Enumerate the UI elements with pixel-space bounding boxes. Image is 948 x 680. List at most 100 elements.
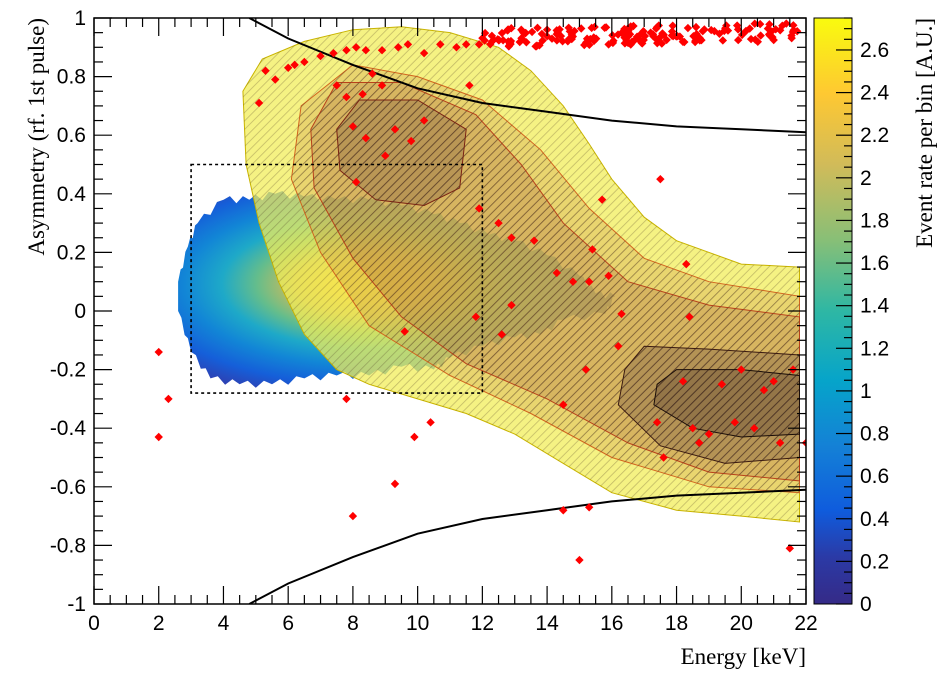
scatter-point-54 (581, 365, 591, 374)
scatter-point-band-16 (533, 23, 542, 33)
scatter-point-30 (390, 125, 400, 134)
y-tick-label: 0.6 (57, 124, 86, 147)
scatter-point-32 (419, 116, 429, 125)
x-tick-label: 14 (535, 612, 559, 635)
lower-cut-curve (248, 488, 806, 604)
colorbar-tick-label: 1.4 (860, 295, 890, 318)
scatter-point-20 (461, 40, 471, 49)
scatter-point-69 (717, 380, 727, 389)
colorbar (813, 17, 853, 605)
scatter-point-7 (290, 60, 299, 70)
scatter-point-17 (419, 48, 429, 58)
colorbar-tick-label: 1.2 (860, 337, 889, 360)
scatter-point-66 (678, 377, 688, 386)
scatter-point-band-168 (532, 42, 541, 51)
scatter-point-band-134 (775, 26, 785, 35)
scatter-point-band-54 (691, 22, 701, 32)
y-tick-label: 0 (74, 300, 86, 323)
scatter-point-63 (682, 259, 691, 269)
colorbar-tick-label: 0.4 (860, 508, 890, 531)
scatter-point-band-131 (668, 21, 677, 30)
scatter-point-24 (332, 81, 341, 90)
scatter-point-band-157 (634, 34, 643, 43)
scatter-point-56 (588, 245, 597, 254)
scatter-point-10 (329, 48, 338, 58)
scatter-point-72 (750, 424, 759, 433)
scatter-point-61 (652, 418, 662, 427)
scatter-point-band-94 (640, 31, 650, 41)
colorbar-axis: 0 0.2 0.4 0.6 0.8 1 1.2 1.4 1.6 1.8 2 2.2 2.4 2.6 (836, 17, 890, 616)
x-tick-label: 18 (665, 612, 688, 635)
x-tick-label: 6 (282, 612, 294, 635)
x-tick-label: 20 (730, 612, 753, 635)
colorbar-tick-label: 2 (860, 167, 872, 190)
scatter-point-52 (497, 330, 506, 339)
scatter-point-band-119 (604, 40, 613, 49)
y-tick-label: -0.6 (50, 476, 86, 499)
scatter-point-band-5 (570, 26, 579, 36)
scatter-point-6 (283, 63, 293, 73)
scatter-point-78 (559, 506, 568, 515)
x-tick-label: 10 (406, 612, 429, 635)
scatter-point-band-125 (552, 29, 561, 39)
y-tick-label: -0.8 (50, 534, 86, 557)
scatter-point-39 (390, 479, 400, 489)
scatter-point-band-101 (580, 40, 589, 50)
scatter-point-band-143 (648, 30, 658, 39)
scatter-point-65 (688, 424, 697, 433)
scatter-point-band-103 (489, 35, 498, 44)
scatter-point-band-72 (710, 26, 719, 36)
scatter-point-4 (261, 66, 270, 75)
scatter-point-band-126 (765, 20, 774, 29)
scatter-point-band-42 (547, 34, 557, 43)
scatter-point-16 (403, 40, 413, 49)
scatter-point-40 (410, 432, 419, 442)
scatter-point-band-117 (769, 35, 778, 45)
scatter-point-band-152 (494, 36, 504, 45)
scatter-point-band-83 (771, 25, 780, 34)
scatter-point-band-124 (715, 29, 724, 38)
scatter-point-27 (368, 69, 377, 78)
x-tick-label: 4 (218, 612, 230, 635)
upper-cut-curve (248, 18, 806, 134)
scatter-point-band-142 (745, 24, 754, 33)
colorbar-tick-label: 0.6 (860, 465, 889, 488)
scatter-point-band-36 (565, 27, 575, 36)
scatter-point-band-19 (527, 27, 537, 37)
scatter-point-75 (775, 438, 785, 448)
scatter-point-band-135 (733, 25, 743, 34)
scatter-point-band-158 (556, 31, 566, 41)
scatter-point-80 (584, 503, 594, 512)
scatter-point-55 (597, 195, 607, 204)
scatter-point-44 (494, 218, 503, 228)
scatter-point-band-38 (778, 21, 787, 30)
colorbar-tick-label: 0 (860, 593, 872, 616)
scatter-point-band-139 (586, 34, 595, 44)
scatter-point-band-118 (609, 36, 618, 45)
scatter-point-21 (474, 40, 484, 49)
scatter-point-band-141 (518, 35, 527, 44)
scatter-point-band-59 (751, 35, 760, 44)
scatter-point-31 (406, 136, 416, 146)
scatter-point-9 (316, 51, 325, 61)
scatter-point-band-154 (741, 26, 751, 36)
scatter-point-band-110 (767, 27, 776, 36)
scatter-point-73 (759, 385, 769, 395)
scatter-point-band-146 (600, 23, 609, 32)
scatter-point-33 (465, 81, 474, 90)
scatter-point-3 (254, 98, 264, 108)
scatter-point-64 (685, 312, 694, 322)
scatter-point-band-89 (683, 23, 693, 33)
scatter-point-60 (656, 174, 665, 184)
scatter-point-band-30 (787, 31, 796, 40)
scatter-point-50 (507, 300, 516, 310)
scatter-point-band-144 (675, 32, 685, 41)
scatter-point-81 (785, 544, 795, 553)
scatter-point-53 (559, 400, 568, 409)
scatter-point-0 (154, 432, 163, 442)
scatter-point-79 (575, 555, 584, 565)
scatter-point-band-163 (626, 40, 635, 49)
scatter-point-band-37 (755, 19, 765, 29)
scatter-point-band-136 (567, 30, 577, 39)
scatter-point-band-53 (706, 25, 716, 35)
